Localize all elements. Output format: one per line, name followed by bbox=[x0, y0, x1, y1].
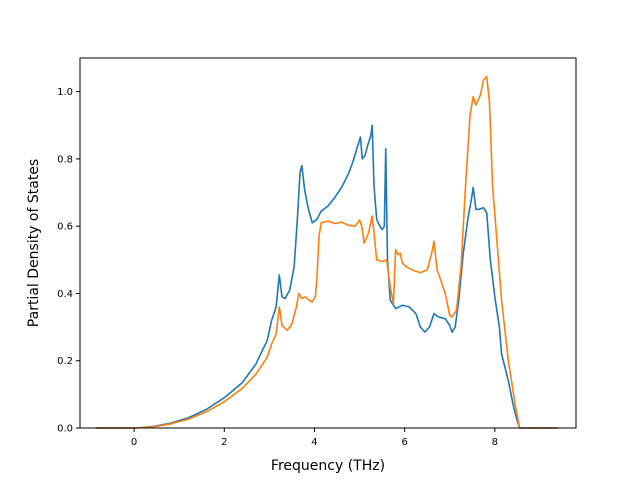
x-axis-label: Frequency (THz) bbox=[271, 458, 385, 474]
x-tick-label: 4 bbox=[311, 437, 317, 448]
y-axis-ticks: 0.0 0.2 0.4 0.6 0.8 1.0 bbox=[57, 87, 80, 435]
plot-area: 0 2 4 6 8 0.0 0.2 0.4 0.6 0.8 1.0 bbox=[57, 57, 577, 448]
y-tick-label: 0.8 bbox=[57, 154, 73, 165]
x-tick-label: 0 bbox=[131, 437, 137, 448]
series-line-1 bbox=[95, 124, 558, 429]
y-tick-label: 0.4 bbox=[57, 289, 73, 300]
axes-frame bbox=[79, 57, 577, 429]
x-tick-label: 6 bbox=[401, 437, 407, 448]
series-line-2 bbox=[95, 75, 558, 429]
x-tick-label: 2 bbox=[221, 437, 227, 448]
axes-background bbox=[80, 58, 576, 428]
y-axis-label: Partial Density of States bbox=[26, 159, 42, 327]
x-axis-ticks: 0 2 4 6 8 bbox=[131, 428, 498, 448]
y-tick-label: 0.2 bbox=[57, 356, 73, 367]
y-tick-label: 1.0 bbox=[57, 87, 73, 98]
y-tick-label: 0.6 bbox=[57, 222, 73, 233]
y-tick-label: 0.0 bbox=[57, 424, 73, 435]
x-tick-label: 8 bbox=[492, 437, 498, 448]
series-layer bbox=[95, 75, 558, 429]
